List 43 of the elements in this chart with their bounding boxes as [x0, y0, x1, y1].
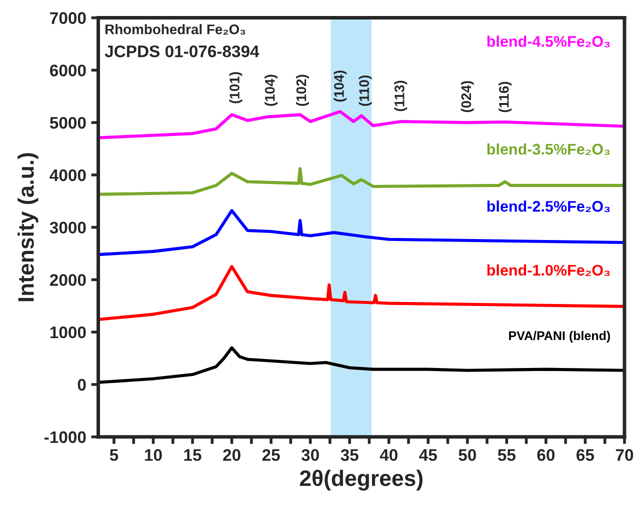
y-tick-label: 1000: [50, 326, 86, 338]
x-tick-label: 40: [380, 449, 398, 461]
x-tick-label: 15: [184, 449, 202, 461]
x-tick-label: 65: [576, 449, 594, 461]
y-tick-label: 2000: [50, 274, 86, 286]
annotation: (101): [229, 72, 242, 104]
annotation: Rhombohedral Fe₂O₃: [106, 24, 246, 35]
annotation: (104): [334, 70, 347, 102]
y-tick-label: 3000: [50, 222, 86, 234]
annotation: (104): [264, 74, 278, 106]
series-label: blend-1.0%Fe₂O₃: [487, 264, 610, 276]
text: blend-4.5%Fe₂O₃: [487, 36, 610, 48]
annotation: (024): [460, 81, 474, 112]
y-tick-label: 6000: [50, 64, 86, 76]
x-tick-label: 70: [616, 449, 634, 461]
y-tick-label: 7000: [50, 12, 86, 24]
annotation: (116): [498, 82, 512, 112]
x-tick-label: 25: [262, 449, 280, 461]
line-series: [98, 167, 624, 196]
x-tick-label: 10: [145, 449, 162, 461]
text: PVA/PANI (blend): [509, 330, 610, 343]
annotation: (102): [296, 74, 309, 106]
x-tick-label: 55: [498, 449, 516, 461]
x-tick-label: 20: [223, 449, 240, 461]
x-tick-label: 5: [110, 449, 118, 461]
y-tick-label: 0: [78, 378, 86, 391]
x-tick-label: 30: [301, 449, 319, 461]
x-axis-title: 2θ(degrees): [300, 470, 422, 491]
line-series: [98, 346, 624, 384]
annotation: (113): [394, 80, 408, 112]
annotation: JCPDS 01-076-8394: [104, 45, 260, 58]
y-tick-label: 4000: [50, 169, 86, 182]
series-label: blend-3.5%Fe₂O₃: [487, 143, 610, 156]
y-tick-label: -1000: [44, 431, 86, 444]
y-axis-title: Intensity (a.u.): [18, 153, 38, 302]
x-tick-label: 60: [537, 449, 555, 461]
x-tick-label: 50: [458, 449, 476, 461]
y-tick-label: 5000: [50, 116, 86, 129]
x-tick-label: 45: [419, 449, 437, 461]
x-tick-label: 35: [340, 449, 358, 461]
line-series: [98, 265, 624, 322]
annotation: (110): [358, 76, 372, 106]
series-label: blend-2.5%Fe₂O₃: [487, 200, 610, 212]
